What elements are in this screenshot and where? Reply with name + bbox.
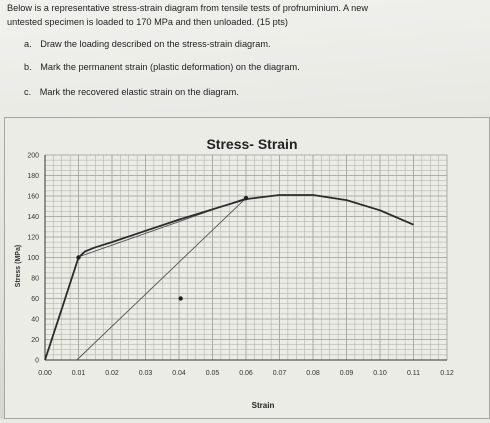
item-b-text: Mark the permanent strain (plastic defor… [40, 62, 300, 72]
annotation-layer [76, 197, 247, 361]
y-tick-label: 40 [31, 317, 39, 324]
marked-point [243, 195, 249, 201]
x-tick-label: 0.10 [373, 370, 387, 377]
marked-point [76, 255, 81, 260]
stress-strain-chart: 0.00 0.01 0.02 0.03 0.04 0.05 0.06 0.07 0.08 0.09… [15, 136, 454, 410]
y-tick-label: 140 [27, 214, 39, 221]
annotation-line [76, 197, 247, 361]
y-tick-label: 100 [27, 255, 39, 262]
item-b-marker: b. [24, 62, 32, 72]
y-tick-label: 160 [27, 194, 39, 201]
x-tick-label: 0.11 [407, 370, 420, 377]
x-tick-label: 0.08 [306, 370, 320, 377]
y-tick-label: 200 [27, 153, 39, 160]
axis-layer: 0.00 0.01 0.02 0.03 0.04 0.05 0.06 0.07 0.08 0.09… [27, 153, 454, 378]
chart-frame: 0.00 0.01 0.02 0.03 0.04 0.05 0.06 0.07 0.08 0.09… [4, 117, 490, 419]
question-item-c: c. Mark the recovered elastic strain on … [24, 87, 239, 97]
question-item-a: a. Draw the loading described on the str… [24, 39, 271, 49]
x-tick-label: 0.12 [440, 370, 454, 377]
x-tick-label: 0.04 [172, 370, 186, 377]
x-tick-label: 0.00 [38, 370, 52, 377]
x-tick-label: 0.03 [139, 370, 153, 377]
y-tick-label: 80 [31, 276, 39, 283]
y-tick-label: 60 [31, 296, 39, 303]
x-tick-label: 0.06 [239, 370, 253, 377]
y-tick-label: 120 [27, 235, 39, 242]
x-axis-label: Strain [252, 401, 275, 410]
series-layer [44, 194, 414, 361]
item-a-text: Draw the loading described on the stress… [40, 39, 271, 49]
grid-layer [44, 154, 448, 361]
y-axis-label: Stress (MPa) [15, 245, 22, 287]
marked-point [178, 296, 183, 301]
chart-title: Stress- Strain [206, 136, 297, 152]
question-item-b: b. Mark the permanent strain (plastic de… [24, 62, 300, 72]
y-tick-label: 180 [27, 173, 39, 180]
question-intro-line2: untested specimen is loaded to 170 MPa a… [7, 17, 288, 27]
item-a-marker: a. [24, 39, 32, 49]
item-c-text: Mark the recovered elastic strain on the… [39, 87, 239, 97]
x-tick-label: 0.01 [72, 370, 86, 377]
x-tick-label: 0.05 [206, 370, 220, 377]
point-layer [76, 195, 249, 301]
x-tick-label: 0.02 [105, 370, 119, 377]
x-tick-label: 0.07 [273, 370, 287, 377]
item-c-marker: c. [24, 87, 32, 97]
stress-strain-curve [44, 194, 414, 361]
y-tick-label: 0 [35, 358, 39, 365]
question-intro-line1: Below is a representative stress-strain … [7, 3, 369, 13]
x-tick-label: 0.09 [340, 370, 354, 377]
y-tick-label: 20 [31, 337, 39, 344]
